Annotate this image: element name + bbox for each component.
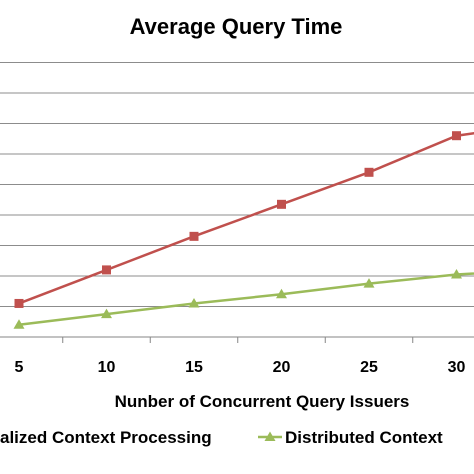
series-2 — [13, 268, 474, 329]
data-point-square — [14, 298, 24, 308]
data-point-square — [102, 265, 111, 275]
data-point-triangle — [13, 319, 25, 329]
x-axis: 5101520253035 — [15, 337, 466, 376]
data-point-triangle — [363, 278, 375, 288]
data-point-square — [277, 199, 286, 209]
data-point-triangle — [451, 268, 462, 279]
x-tick-label: 25 — [360, 359, 378, 376]
legend-label: alized Context Processing — [0, 428, 212, 447]
legend: alized Context Processing Distributed Con… — [0, 428, 443, 447]
x-tick-label: 30 — [448, 359, 466, 376]
data-point-square — [452, 131, 461, 141]
x-tick-label: 15 — [185, 359, 203, 376]
legend-label: Distributed Context — [285, 428, 443, 447]
data-point-triangle — [188, 297, 200, 308]
data-point-square — [364, 167, 374, 177]
x-tick-label: 10 — [98, 359, 116, 376]
chart-title: Average Query Time — [130, 14, 343, 39]
series-layer — [13, 131, 474, 329]
gridlines — [0, 62, 474, 338]
data-point-triangle — [101, 308, 112, 319]
x-tick-label: 20 — [273, 359, 291, 376]
series-1 — [14, 131, 474, 308]
x-tick-label: 5 — [15, 359, 24, 376]
x-axis-title: Nunber of Concurrent Query Issuers — [115, 392, 410, 411]
data-point-square — [189, 231, 199, 241]
legend-marker-triangle — [264, 431, 276, 441]
data-point-triangle — [276, 288, 287, 299]
